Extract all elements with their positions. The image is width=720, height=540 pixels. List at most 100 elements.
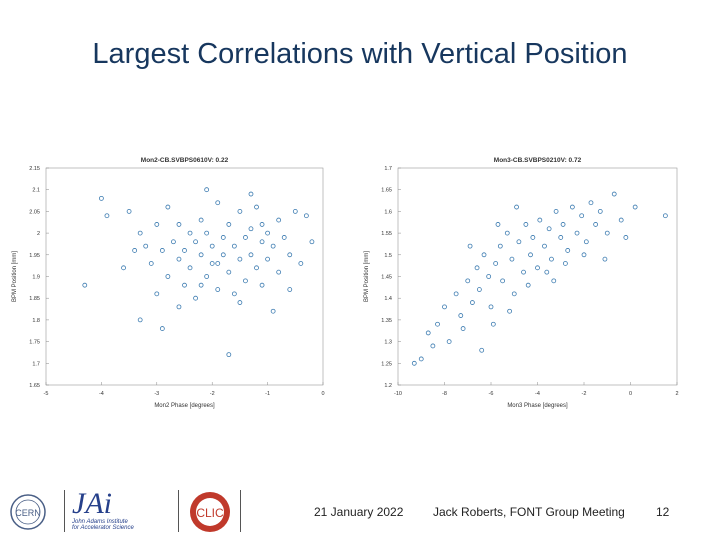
y-tick-label: 1.5 bbox=[384, 253, 392, 259]
scatter-point bbox=[231, 243, 237, 249]
scatter-point bbox=[226, 352, 232, 358]
scatter-point bbox=[479, 347, 485, 353]
scatter-point bbox=[281, 235, 287, 240]
scatter-point bbox=[497, 243, 503, 249]
scatter-point bbox=[237, 300, 243, 305]
scatter-point bbox=[265, 256, 271, 262]
x-axis-label: Mon3 Phase [degrees] bbox=[507, 403, 568, 409]
scatter-point bbox=[525, 282, 531, 288]
scatter-point bbox=[215, 200, 221, 206]
scatter-point bbox=[99, 195, 104, 201]
scatter-point bbox=[467, 243, 473, 249]
scatter-point bbox=[165, 274, 171, 279]
scatter-point bbox=[465, 278, 471, 284]
scatter-point bbox=[209, 261, 215, 266]
scatter-point bbox=[204, 187, 210, 193]
scatter-point bbox=[583, 239, 589, 245]
scatter-point bbox=[176, 304, 182, 310]
scatter-point bbox=[618, 217, 624, 223]
scatter-point bbox=[425, 330, 431, 336]
scatter-point bbox=[579, 213, 585, 219]
y-tick-label: 1.55 bbox=[381, 231, 392, 237]
scatter-point bbox=[560, 222, 566, 227]
x-tick-label: -3 bbox=[154, 391, 159, 397]
y-tick-label: 2.05 bbox=[29, 209, 40, 215]
scatter-point bbox=[254, 265, 259, 271]
scatter-point bbox=[237, 256, 243, 262]
scatter-point bbox=[193, 295, 198, 301]
scatter-point bbox=[121, 265, 126, 271]
scatter-point bbox=[82, 282, 88, 288]
scatter-point bbox=[488, 304, 494, 310]
scatter-point bbox=[220, 252, 226, 258]
scatter-point bbox=[132, 248, 138, 253]
x-tick-label: -10 bbox=[394, 391, 402, 397]
footer-author-meeting: Jack Roberts, FONT Group Meeting bbox=[433, 505, 625, 519]
scatter-point bbox=[276, 269, 282, 275]
scatter-point bbox=[446, 339, 452, 345]
scatter-point bbox=[569, 204, 575, 210]
scatter-point bbox=[516, 239, 522, 245]
scatter-point bbox=[500, 278, 506, 284]
scatter-point bbox=[198, 217, 204, 223]
scatter-point bbox=[248, 226, 254, 232]
scatter-point bbox=[511, 291, 517, 297]
scatter-point bbox=[542, 243, 547, 249]
scatter-point bbox=[198, 282, 204, 288]
slide-title: Largest Correlations with Vertical Posit… bbox=[92, 38, 628, 70]
x-tick-label: -2 bbox=[582, 391, 587, 397]
scatter-point bbox=[593, 222, 599, 227]
scatter-point bbox=[303, 213, 309, 219]
scatter-point bbox=[298, 261, 304, 266]
scatter-point bbox=[243, 278, 248, 284]
scatter-point bbox=[215, 287, 221, 292]
scatter-point bbox=[243, 235, 248, 240]
scatter-point bbox=[521, 269, 526, 275]
jai-logo-mark: JAi bbox=[72, 487, 112, 520]
scatter-point bbox=[435, 321, 440, 327]
scatter-point bbox=[198, 252, 204, 258]
scatter-point bbox=[453, 291, 459, 297]
scatter-point bbox=[604, 230, 610, 236]
scatter-point bbox=[137, 230, 143, 236]
scatter-point bbox=[182, 248, 187, 253]
scatter-point bbox=[588, 200, 594, 206]
y-tick-label: 1.9 bbox=[32, 275, 40, 281]
scatter-point bbox=[259, 282, 265, 288]
y-tick-label: 1.7 bbox=[32, 361, 40, 367]
scatter-point bbox=[460, 326, 466, 331]
scatter-point bbox=[292, 208, 298, 214]
scatter-point bbox=[597, 208, 603, 214]
scatter-point bbox=[553, 208, 559, 214]
y-axis-label: BPM Position [mm] bbox=[12, 251, 18, 302]
x-tick-label: -4 bbox=[99, 391, 104, 397]
scatter-point bbox=[662, 213, 668, 219]
scatter-point bbox=[265, 230, 271, 236]
chart-title: Mon2-CB.SVBPS0610V: 0.22 bbox=[141, 157, 229, 164]
x-tick-label: -2 bbox=[210, 391, 215, 397]
logo-divider bbox=[240, 490, 241, 532]
logo-divider bbox=[178, 490, 179, 532]
scatter-point bbox=[523, 222, 529, 227]
scatter-point bbox=[490, 321, 496, 327]
scatter-point bbox=[476, 287, 482, 292]
scatter-point bbox=[493, 261, 499, 266]
scatter-point bbox=[632, 204, 638, 210]
scatter-point bbox=[544, 269, 550, 275]
scatter-point bbox=[159, 326, 165, 331]
scatter-point bbox=[104, 213, 110, 219]
y-tick-label: 1.3 bbox=[384, 340, 392, 346]
scatter-point bbox=[287, 252, 293, 258]
scatter-point bbox=[187, 230, 193, 236]
scatter-point bbox=[259, 222, 265, 227]
scatter-point bbox=[530, 235, 536, 240]
scatter-point bbox=[259, 239, 265, 245]
scatter-point bbox=[418, 356, 424, 362]
x-axis-label: Mon2 Phase [degrees] bbox=[154, 403, 215, 409]
x-tick-label: -6 bbox=[489, 391, 494, 397]
scatter-point bbox=[495, 222, 501, 227]
y-tick-label: 1.65 bbox=[29, 383, 40, 389]
scatter-point bbox=[187, 265, 193, 271]
y-tick-label: 1.65 bbox=[381, 188, 392, 194]
